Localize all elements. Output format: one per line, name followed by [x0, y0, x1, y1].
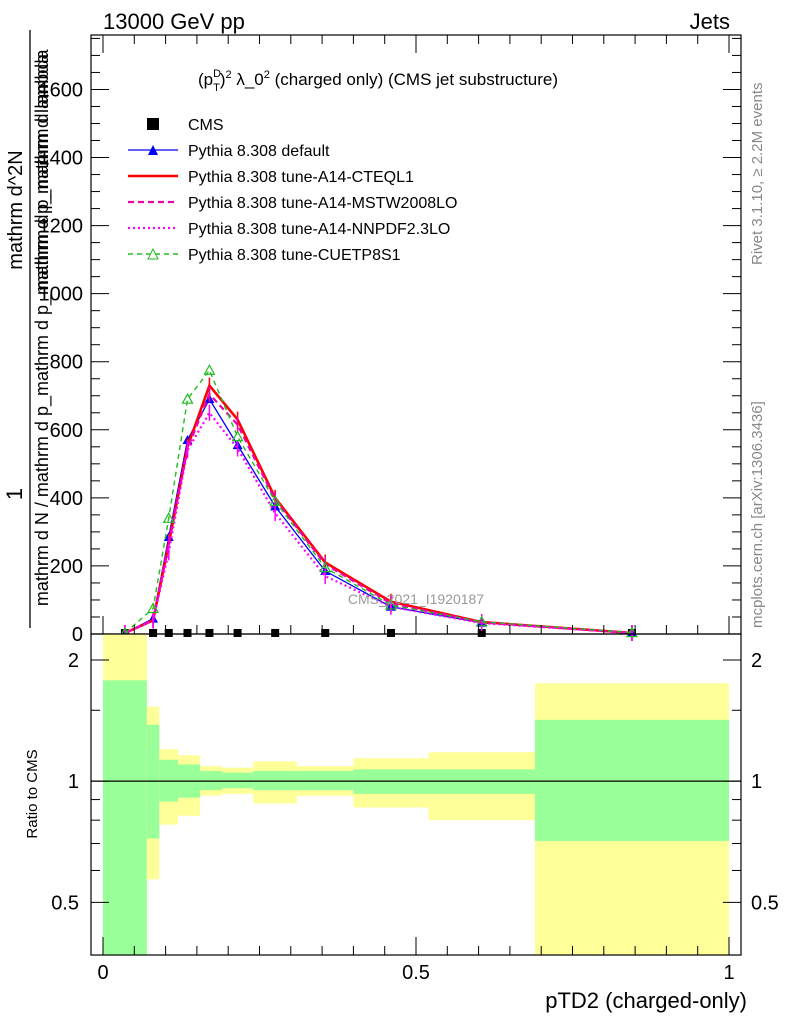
x-axis-label: pTD2 (charged-only) [545, 988, 747, 1013]
marker-cuetp8s1 [203, 364, 216, 375]
y-tick-label: 1400 [39, 148, 84, 170]
y-tick-label: 800 [50, 352, 83, 374]
plot-title: (pD T)2 λ_02 (charged only) (CMS jet subs… [198, 68, 558, 94]
ratio-band-inner [534, 719, 729, 842]
marker-cuetp8s1 [231, 430, 244, 442]
marker-cuetp8s1 [147, 602, 160, 614]
legend-marker-default [148, 145, 158, 155]
legend-label: Pythia 8.308 default [188, 143, 330, 160]
marker-cuetp8s1 [181, 392, 194, 404]
x-tick-label: 1 [723, 962, 734, 984]
energy-label: 13000 GeV pp [103, 9, 245, 34]
series-line-cuetp8s1 [124, 368, 633, 634]
legend-label: Pythia 8.308 tune-CUETP8S1 [188, 247, 401, 264]
legend-label: Pythia 8.308 tune-A14-MSTW2008LO [188, 195, 457, 212]
x-axis-ticks: 0 0.5 1 [97, 616, 735, 984]
cms-data-point [321, 628, 330, 637]
main-series-group [118, 364, 638, 641]
legend-label: Pythia 8.308 tune-A14-CTEQL1 [188, 169, 414, 186]
legend-label: Pythia 8.308 tune-A14-NNPDF2.3LO [188, 221, 450, 238]
ratio-band-inner [103, 680, 147, 955]
ratio-uncertainty-bands [103, 634, 729, 955]
marker-cuetp8s1 [319, 561, 332, 573]
ratio-tick-label-right: 2 [751, 650, 762, 672]
ratio-tick-label: 2 [68, 650, 79, 672]
cms-data-point [271, 628, 280, 637]
x-tick-label: 0.5 [402, 962, 430, 984]
y-label-numerator: mathrm d^2N [5, 150, 27, 269]
legend-label: CMS [188, 117, 224, 134]
marker-cuetp8s1 [269, 495, 282, 506]
marker-cuetp8s1 [625, 626, 638, 638]
ratio-axis-label: Ratio to CMS [24, 749, 41, 838]
ratio-tick-label: 1 [68, 771, 79, 793]
y-label-denominator-2: mathrm d p_mathrm d lambda [32, 48, 53, 290]
ratio-panel: 0.5 0.5 1 1 2 2 [51, 633, 779, 956]
category-label: Jets [690, 9, 730, 34]
rivet-version-label: Rivet 3.1.10, ≥ 2.2M events [749, 83, 766, 266]
series-line-mstw [124, 392, 633, 635]
x-tick-label: 0 [97, 962, 108, 984]
ratio-tick-label-right: 0.5 [751, 892, 779, 914]
series-line-nnpdf [124, 410, 633, 635]
marker-cuetp8s1 [475, 615, 488, 627]
y-tick-label: 1000 [39, 284, 84, 306]
y-axis-label: 1 mathrm d N / mathrm d p_mathrm d p_mat… [2, 30, 53, 628]
cms-data-point [183, 628, 192, 637]
main-axis-ticks: 0 200 400 600 800 1000 1200 1400 1600 [39, 35, 741, 646]
y-tick-label: 1200 [39, 216, 84, 238]
cms-data-point [205, 628, 214, 637]
y-tick-label: 1600 [39, 79, 84, 101]
analysis-watermark: CMS_2021_I1920187 [348, 591, 484, 607]
main-panel: 0 200 400 600 800 1000 1200 1400 1600 [39, 34, 742, 646]
y-tick-label: 600 [50, 420, 83, 442]
cms-data-point [164, 628, 173, 637]
y-label-denominator: mathrm d N / mathrm d p_mathrm d p_mathr… [32, 53, 53, 606]
ratio-axis-ticks: 0.5 0.5 1 1 2 2 [51, 650, 779, 914]
y-tick-label: 0 [72, 624, 83, 646]
ratio-band-inner [221, 772, 254, 789]
marker-cuetp8s1 [384, 598, 397, 610]
ratio-tick-label: 0.5 [51, 892, 79, 914]
legend-marker-cms [147, 118, 159, 130]
y-label-one: 1 [2, 488, 27, 500]
marker-cuetp8s1 [162, 512, 175, 523]
ratio-tick-label-right: 1 [751, 771, 762, 793]
mcplots-label: mcplots.cern.ch [arXiv:1306.3436] [749, 401, 766, 628]
cms-data-point [233, 628, 242, 637]
ratio-band-inner [253, 770, 298, 791]
ratio-band-inner [297, 770, 354, 791]
cms-data-point [477, 628, 486, 637]
y-tick-label: 400 [50, 488, 83, 510]
legend: CMS Pythia 8.308 default Pythia 8.308 tune… [128, 117, 457, 264]
cms-data-point [149, 628, 158, 637]
ratio-band-inner [200, 770, 222, 791]
plot-title-text: (pD T)2 λ_02 (charged only) (CMS jet subs… [198, 68, 558, 94]
legend-marker-cuetp8s1 [147, 247, 159, 260]
cms-data-point [386, 628, 395, 637]
y-tick-label: 200 [50, 556, 83, 578]
